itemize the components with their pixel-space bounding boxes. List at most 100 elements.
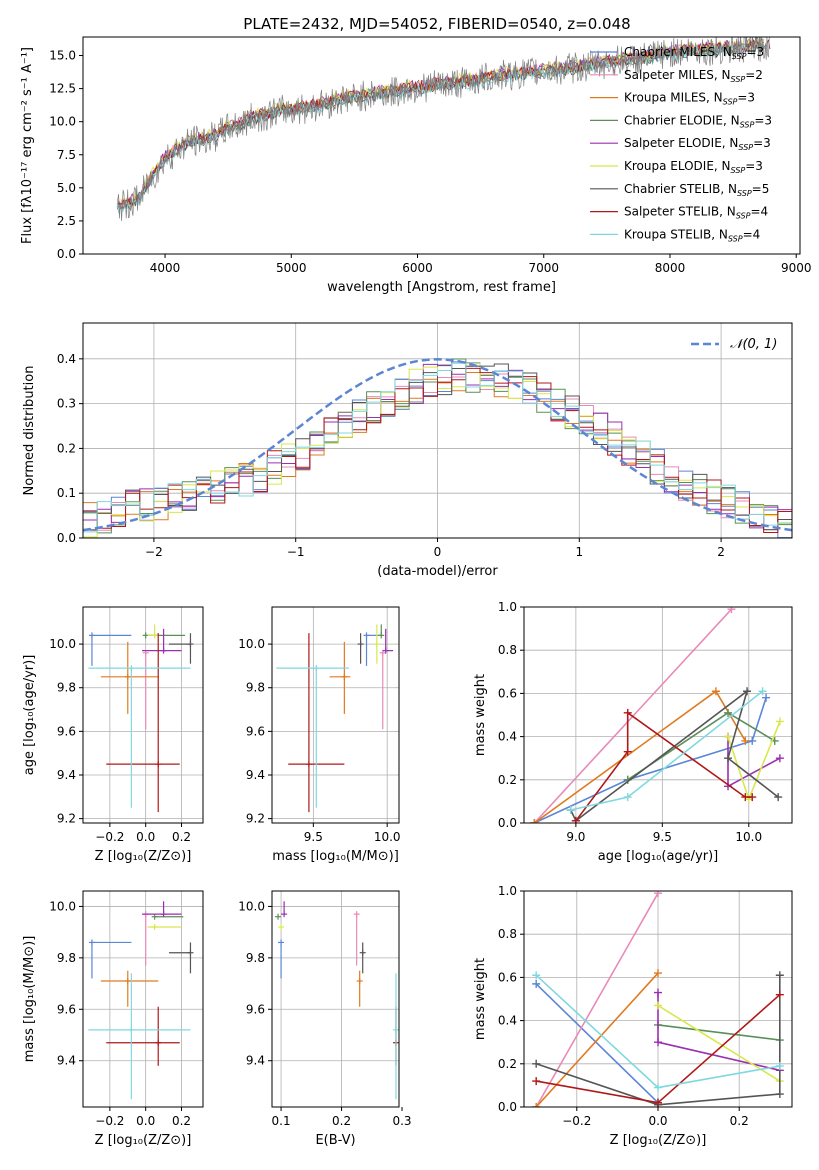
plot-area (116, 37, 771, 222)
errorbar-point (88, 973, 191, 1100)
legend-label: Kroupa STELIB, NSSP=4 (624, 227, 760, 243)
legend-label-tail: =4 (743, 227, 761, 241)
weight-marker (571, 816, 580, 823)
legend-label: Chabrier ELODIE, NSSP=3 (624, 113, 772, 129)
y-tick-label: 0.8 (498, 643, 517, 657)
y-tick-label: 0.8 (498, 927, 517, 941)
legend-label-sub: SSP (738, 143, 753, 152)
errorbar-point (106, 1006, 180, 1066)
y-tick-label: 0.0 (498, 816, 517, 830)
plot-contents (83, 323, 792, 538)
x-tick-label: 0.1 (272, 1114, 291, 1128)
errorbar-point (363, 632, 382, 666)
weight-line-chabrier-miles (535, 983, 659, 1104)
legend-label-tail: =3 (737, 91, 755, 105)
x-tick-label: 5000 (276, 261, 307, 275)
y-tick-label: 0.1 (57, 486, 76, 500)
weight-marker (566, 806, 575, 815)
model-spectrum-chabrier-stelib (116, 40, 765, 210)
weight-marker (775, 1090, 784, 1099)
legend-label-tail: =3 (746, 45, 764, 59)
x-tick-label: 0.2 (172, 830, 191, 844)
weight-marker (727, 607, 736, 614)
weight-marker (654, 1083, 662, 1092)
errorbar-point (329, 641, 351, 714)
mass-vs-Z-panel: −0.2 0.0 0.2 9.4 9.6 9.8 10.0 Z [log₁₀(Z/Z⊙)] ma… (22, 890, 204, 1148)
y-tick-label: 10.0 (49, 637, 76, 651)
age-vs-Z-panel: −0.2 0.0 0.2 9.2 9.4 9.6 9.8 10.0 Z [log₁₀(Z/Z⊙)… (22, 606, 204, 864)
legend-label-main: Kroupa ELODIE, N (624, 159, 731, 173)
legend-label-main: Salpeter ELODIE, N (624, 136, 738, 150)
weight-marker (623, 708, 632, 717)
x-tick-label: 7000 (528, 261, 559, 275)
weight-line-kroupa-miles (533, 690, 746, 823)
weight-marker (724, 754, 733, 763)
x-axis-label: wavelength [Angstrom, rest frame] (327, 280, 556, 295)
weight-marker (724, 732, 733, 741)
x-tick-label: 0.2 (172, 1114, 191, 1128)
y-tick-label: 9.2 (57, 812, 76, 826)
y-tick-label: 9.8 (57, 681, 76, 695)
plot-frame (82, 36, 801, 255)
y-tick-label: 10.0 (49, 115, 76, 129)
errorbar-point (100, 970, 159, 1007)
mass-vs-EBV-panel: 0.1 0.2 0.3 9.4 9.6 9.8 10.0 E(B-V) (238, 890, 412, 1148)
x-tick-label: 0.2 (730, 1114, 749, 1128)
errorbar-point (88, 939, 132, 979)
errorbar-point (373, 624, 380, 664)
y-axis-label: Flux [fλ10⁻¹⁷ erg cm⁻² s⁻¹ A⁻¹] (20, 47, 35, 244)
y-tick-label: 0.4 (498, 1014, 517, 1028)
x-tick-label: 8000 (655, 261, 686, 275)
y-tick-label: 0.0 (57, 247, 76, 261)
weight-marker (748, 793, 757, 802)
y-tick-label: 15.0 (49, 49, 76, 63)
weight-marker (775, 1061, 784, 1070)
weight-marker (775, 717, 784, 726)
weight-marker (758, 687, 767, 696)
weight-marker (741, 793, 750, 802)
figure-title: PLATE=2432, MJD=54052, FIBERID=0540, z=0… (243, 15, 630, 33)
errorbar-point (278, 924, 285, 930)
weight-marker (654, 1038, 662, 1047)
errorbar-point (359, 942, 366, 974)
plot-frame (271, 606, 400, 824)
errorbar-point (147, 924, 182, 930)
weight-marker (762, 693, 771, 702)
plot-area (83, 323, 792, 538)
errorbar-point (278, 939, 285, 979)
weight-marker (748, 736, 757, 745)
plot-frame (82, 890, 204, 1108)
legend-label-tail: =3 (753, 136, 771, 150)
weight-line-chabrier-elodie (657, 1024, 780, 1041)
errorbar-point (392, 973, 399, 1100)
y-tick-label: 10.0 (238, 899, 265, 913)
x-tick-label: 0.0 (136, 830, 155, 844)
x-tick-label: 2 (717, 545, 725, 559)
weight-line-kroupa-elodie (657, 1004, 781, 1082)
y-tick-label: 0.3 (57, 397, 76, 411)
weight-marker (743, 687, 752, 696)
y-tick-label: 12.5 (49, 82, 76, 96)
gaussian-curve (83, 358, 792, 532)
plot-area (524, 891, 792, 1107)
legend-label-sub: SSP (728, 234, 743, 243)
x-tick-label: 9.5 (304, 830, 323, 844)
y-tick-label: 9.6 (246, 1002, 265, 1016)
legend-label: Salpeter MILES, NSSP=2 (624, 68, 763, 84)
x-tick-label: −0.2 (95, 830, 124, 844)
errorbar-point (353, 911, 360, 966)
x-tick-label: −0.2 (95, 1114, 124, 1128)
weight-marker (654, 988, 662, 997)
legend-label-sub: SSP (723, 98, 738, 107)
x-tick-label: 6000 (402, 261, 433, 275)
legend-label-main: Salpeter MILES, N (624, 68, 731, 82)
y-tick-label: 9.4 (57, 768, 76, 782)
x-tick-label: 9.0 (566, 830, 585, 844)
y-axis-label: mass weight (473, 674, 488, 756)
y-tick-label: 9.8 (57, 951, 76, 965)
errorbar-point (142, 628, 182, 654)
y-tick-label: 10.0 (49, 899, 76, 913)
y-axis-label: mass weight (473, 958, 488, 1040)
